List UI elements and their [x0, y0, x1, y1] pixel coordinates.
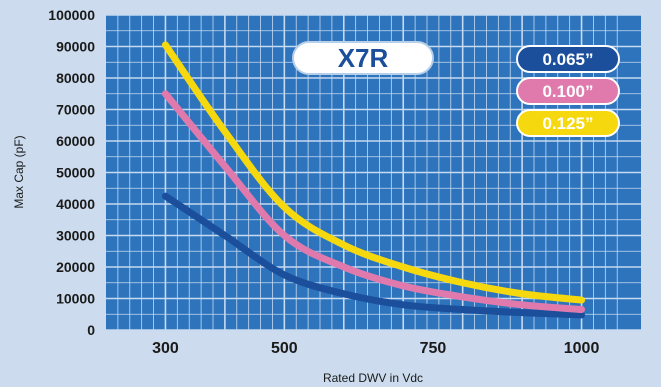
chart-title: X7R [338, 43, 389, 73]
y-tick-label: 40000 [56, 196, 95, 212]
series-line-1 [161, 192, 586, 319]
y-tick-label: 50000 [56, 165, 95, 181]
tick-labels: 0 10000 20000 30000 40000 50000 60000 70000 8000… [48, 7, 599, 357]
y-tick-label: 80000 [56, 70, 95, 86]
legend-swatch-1 [516, 45, 620, 73]
chart-title-badge: X7R [292, 41, 434, 75]
y-tick-label: 60000 [56, 133, 95, 149]
series-lines [161, 41, 586, 319]
x-tick-label: 500 [271, 340, 298, 357]
y-tick-label: 0 [87, 322, 95, 338]
legend-label-2: 0.100” [542, 82, 593, 101]
title-badge-background [292, 41, 434, 75]
y-tick-label: 30000 [56, 228, 95, 244]
legend-swatch-2 [516, 77, 620, 105]
legend: 0.065” 0.100” 0.125” [516, 45, 620, 137]
y-axis-title: Max Cap (pF) [12, 135, 26, 208]
y-tick-label: 100000 [48, 7, 95, 23]
x-tick-label: 750 [420, 340, 447, 357]
series-line-3 [161, 41, 586, 304]
y-tick-label: 20000 [56, 259, 95, 275]
legend-label-3: 0.125” [542, 114, 593, 133]
legend-swatch-3 [516, 109, 620, 137]
x-tick-label: 300 [152, 340, 179, 357]
y-tick-label: 10000 [56, 291, 95, 307]
x-axis-title: Rated DWV in Vdc [323, 371, 423, 385]
legend-label-1: 0.065” [542, 50, 593, 69]
y-tick-label: 70000 [56, 102, 95, 118]
series-line-2 [161, 90, 586, 314]
x-tick-label: 1000 [564, 340, 600, 357]
y-tick-label: 90000 [56, 39, 95, 55]
